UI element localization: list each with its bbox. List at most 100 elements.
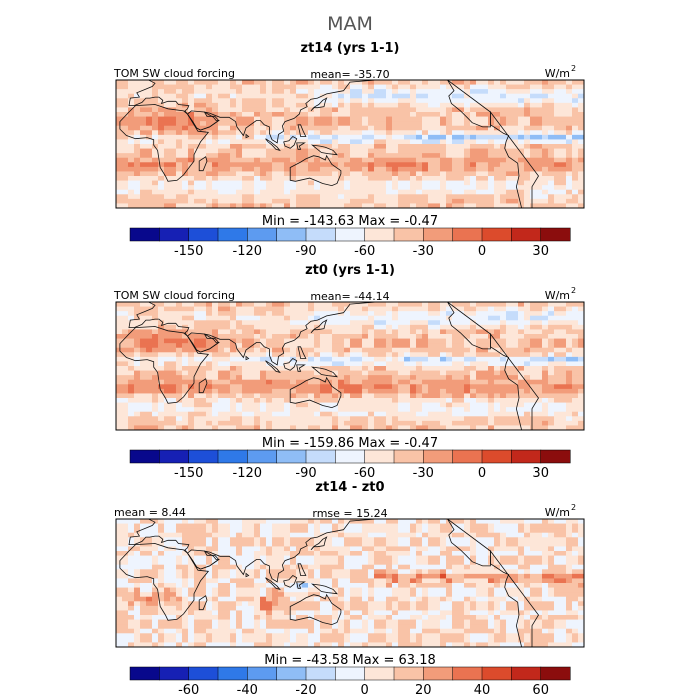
map-cell — [158, 180, 165, 186]
map-cell — [134, 637, 141, 644]
map-cell — [572, 315, 579, 321]
map-cell — [524, 89, 531, 95]
map-cell — [116, 384, 123, 390]
map-cell — [536, 411, 543, 417]
map-cell — [554, 185, 561, 191]
map-cell — [392, 157, 399, 163]
map-cell — [536, 352, 543, 358]
map-cell — [164, 388, 171, 395]
map-cell — [536, 329, 543, 335]
map-cell — [362, 347, 369, 353]
map-cell — [386, 375, 393, 381]
map-cell — [206, 384, 213, 390]
map-cell — [350, 162, 357, 168]
map-cell — [518, 176, 525, 182]
map-cell — [302, 306, 309, 312]
map-cell — [440, 180, 447, 186]
map-cell — [380, 116, 387, 122]
map-cell — [572, 93, 579, 99]
map-cell — [356, 407, 363, 413]
map-cell — [572, 416, 579, 422]
map-cell — [500, 148, 507, 154]
map-cell — [320, 102, 327, 109]
map-cell — [350, 311, 357, 317]
map-cell — [218, 157, 225, 163]
map-cell — [206, 130, 213, 136]
map-cell — [260, 393, 267, 399]
map-cell — [200, 93, 207, 99]
map-cell — [344, 162, 351, 168]
map-cell — [200, 555, 207, 561]
map-cell — [152, 615, 159, 621]
map-cell — [194, 411, 201, 417]
map-cell — [164, 523, 171, 529]
map-cell — [290, 180, 297, 186]
map-cell — [152, 329, 159, 335]
map-cell — [386, 398, 393, 404]
map-cell — [356, 166, 363, 173]
map-cell — [212, 407, 219, 413]
map-cell — [134, 587, 141, 593]
map-cell — [494, 370, 501, 376]
map-cell — [116, 311, 123, 317]
map-cell — [512, 185, 519, 191]
map-cell — [470, 343, 477, 349]
panel-left-label: mean = 8.44 — [114, 506, 186, 519]
map-cell — [188, 628, 195, 634]
map-cell — [140, 375, 147, 381]
map-cell — [368, 311, 375, 317]
map-cell — [176, 583, 183, 589]
map-cell — [254, 416, 261, 422]
map-cell — [182, 601, 189, 607]
map-cell — [272, 338, 279, 344]
map-cell — [302, 80, 309, 86]
map-cell — [380, 198, 387, 205]
map-cell — [572, 98, 579, 104]
map-cell — [152, 528, 159, 534]
map-cell — [458, 116, 465, 122]
map-cell — [482, 425, 489, 430]
map-cell — [560, 375, 567, 381]
map-cell — [524, 185, 531, 191]
map-cell — [404, 189, 411, 195]
map-cell — [116, 107, 123, 113]
map-cell — [224, 379, 231, 385]
map-cell — [152, 130, 159, 136]
map-cell — [458, 425, 465, 430]
map-cell — [380, 315, 387, 321]
map-cell — [122, 532, 129, 538]
map-cell — [272, 185, 279, 191]
map-cell — [224, 343, 231, 349]
map-cell — [296, 121, 303, 127]
map-cell — [188, 615, 195, 621]
map-cell — [206, 528, 213, 534]
map-cell — [464, 370, 471, 376]
map-cell — [242, 185, 249, 191]
map-cell — [452, 393, 459, 399]
map-cell — [374, 198, 381, 205]
map-cell — [350, 121, 357, 127]
map-cell — [242, 98, 249, 104]
map-cell — [500, 384, 507, 390]
map-cell — [164, 189, 171, 195]
map-cell — [350, 302, 357, 308]
map-cell — [548, 185, 555, 191]
map-cell — [398, 366, 405, 372]
map-cell — [182, 93, 189, 99]
map-cell — [206, 203, 213, 208]
map-cell — [446, 102, 453, 109]
map-cell — [374, 425, 381, 430]
panel-title: zt0 (yrs 1-1) — [305, 263, 395, 278]
map-cell — [548, 121, 555, 127]
map-cell — [290, 144, 297, 150]
map-cell — [500, 324, 507, 331]
map-cell — [308, 112, 315, 118]
map-cell — [296, 411, 303, 417]
map-cell — [344, 171, 351, 177]
map-cell — [188, 157, 195, 163]
coastline — [283, 135, 298, 149]
map-cell — [488, 198, 495, 205]
map-cell — [206, 329, 213, 335]
map-cell — [380, 89, 387, 95]
map-cell — [182, 642, 189, 647]
